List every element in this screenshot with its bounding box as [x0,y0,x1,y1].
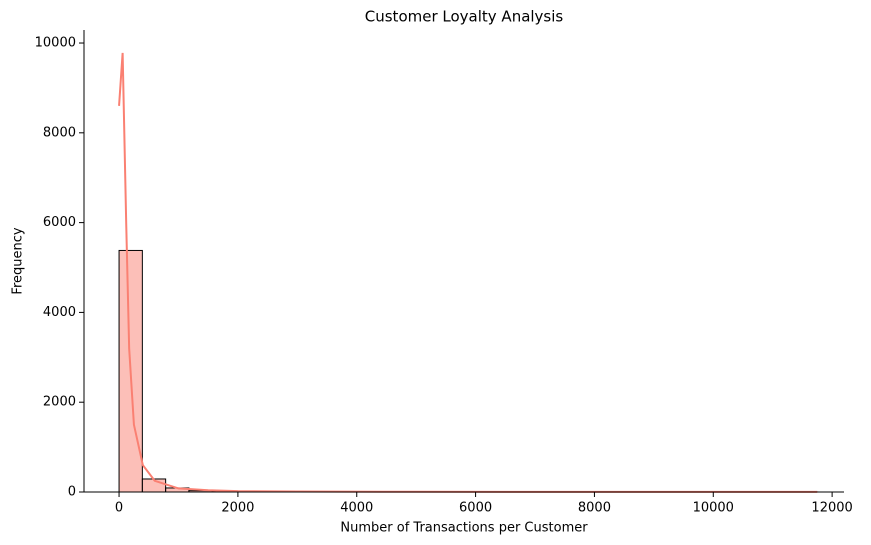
y-tick-label: 10000 [35,36,76,51]
y-axis-label: Frequency [11,227,26,294]
y-tick-label: 8000 [43,125,76,140]
kde-line [118,52,818,493]
x-tick-label: 10000 [693,501,734,516]
x-tick-label: 8000 [578,501,611,516]
x-tick-label: 12000 [811,501,852,516]
x-tick-label: 2000 [221,501,254,516]
x-tick-label: 6000 [459,501,492,516]
y-tick-label: 0 [68,485,76,500]
x-tick-label: 4000 [340,501,373,516]
x-tick-label: 0 [115,501,123,516]
x-axis-label: Number of Transactions per Customer [340,521,588,536]
y-tick-label: 6000 [43,215,76,230]
y-tick-label: 4000 [43,305,76,320]
chart-title: Customer Loyalty Analysis [365,8,564,26]
y-tick-label: 2000 [43,395,76,410]
